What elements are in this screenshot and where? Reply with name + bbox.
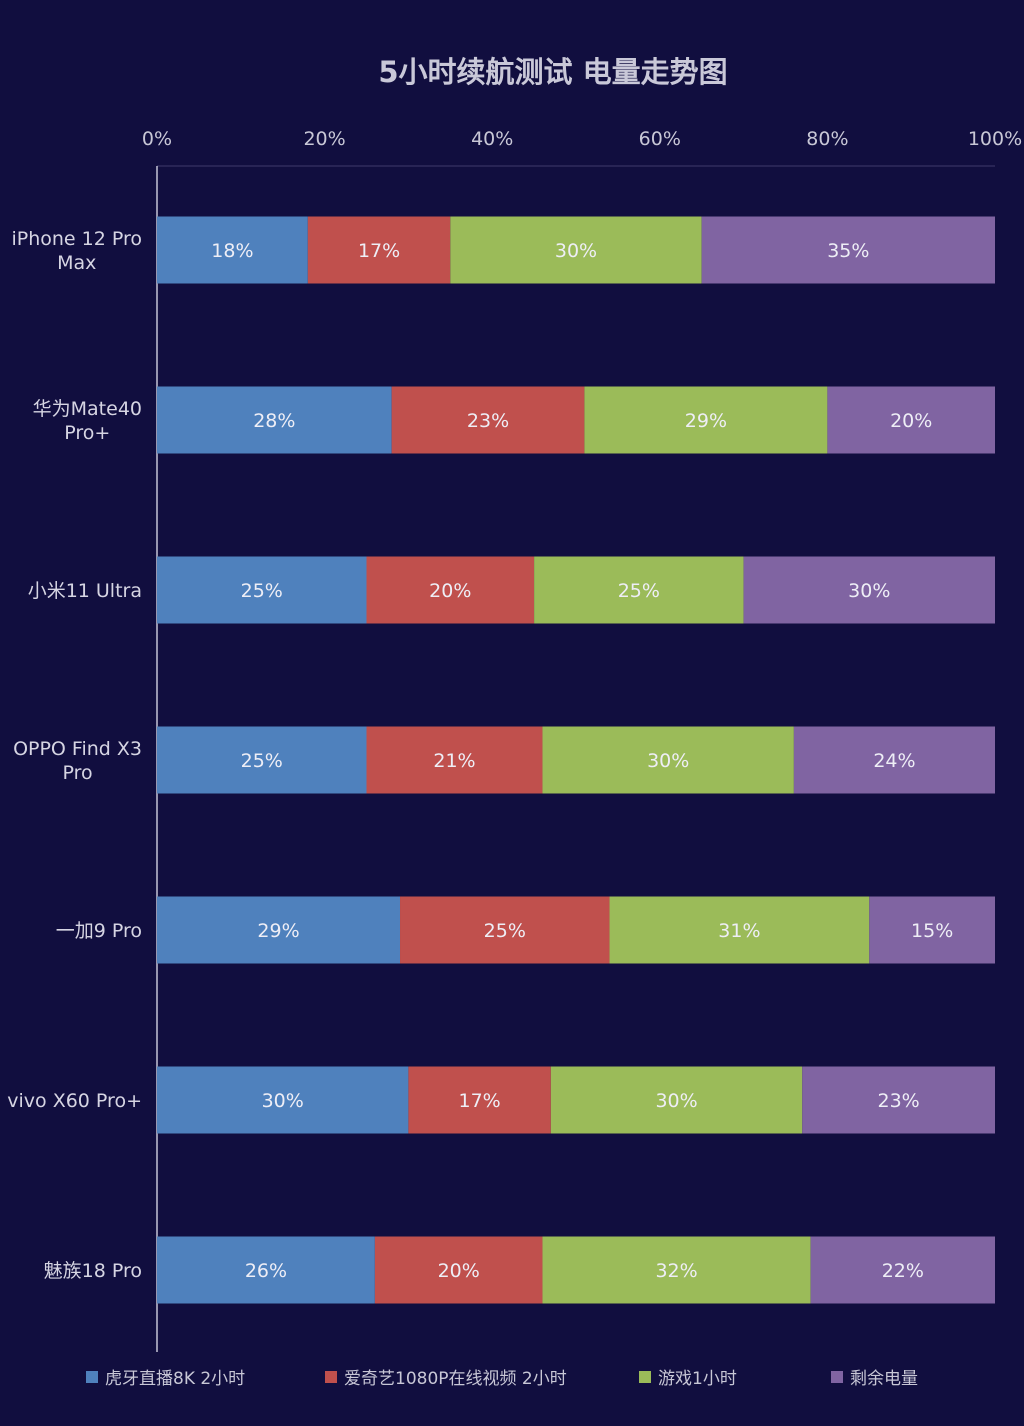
bar-segment <box>810 1236 995 1304</box>
bar-segment <box>391 386 585 454</box>
category-label: 华为Mate40 <box>33 398 142 420</box>
x-tick-label: 80% <box>806 128 848 150</box>
bar-segment <box>701 216 995 284</box>
bar-segment <box>157 1236 375 1304</box>
category-label: 一加9 Pro <box>56 920 142 942</box>
x-tick-label: 100% <box>968 128 1022 150</box>
bar-value-label: 35% <box>827 240 869 262</box>
bar-segment <box>157 386 392 454</box>
category-label: vivo X60 Pro+ <box>7 1090 142 1112</box>
bar-segment <box>534 556 744 624</box>
category-label: 小米11 Ultra <box>28 580 142 602</box>
legend-swatch <box>831 1371 843 1383</box>
bar-value-label: 17% <box>358 240 400 262</box>
category-label: Pro <box>62 762 92 784</box>
bar-value-label: 25% <box>618 580 660 602</box>
legend-label: 虎牙直播8K 2小时 <box>105 1369 245 1389</box>
bar-value-label: 24% <box>873 750 915 772</box>
bar-value-label: 20% <box>890 410 932 432</box>
bar-value-label: 25% <box>241 750 283 772</box>
bar-value-label: 21% <box>433 750 475 772</box>
legend-label: 爱奇艺1080P在线视频 2小时 <box>344 1369 567 1389</box>
bar-segment <box>157 896 401 964</box>
bar-value-label: 30% <box>655 1090 697 1112</box>
x-tick-label: 0% <box>142 128 172 150</box>
bar-value-label: 31% <box>718 920 760 942</box>
category-label: iPhone 12 Pro <box>11 228 142 250</box>
bar-segment <box>374 1236 543 1304</box>
category-label: 魅族18 Pro <box>44 1260 142 1282</box>
bar-value-label: 28% <box>253 410 295 432</box>
legend: 虎牙直播8K 2小时 爱奇艺1080P在线视频 2小时 游戏1小时 剩余电量 <box>86 1369 918 1389</box>
bar-value-label: 29% <box>257 920 299 942</box>
bar-segment <box>802 1066 995 1134</box>
category-label: Pro+ <box>64 422 110 444</box>
legend-label: 剩余电量 <box>850 1369 918 1389</box>
axis-layer: 0% 20% 40% 60% 80% 100% <box>142 128 1022 1352</box>
bar-segment <box>869 896 995 964</box>
bar-segment <box>366 556 535 624</box>
bar-segment <box>550 1066 803 1134</box>
bar-segment <box>157 1066 409 1134</box>
bar-segment <box>542 1236 811 1304</box>
bar-segment <box>793 726 995 794</box>
bar-segment <box>609 896 870 964</box>
bar-value-label: 30% <box>262 1090 304 1112</box>
bar-segment <box>157 216 308 284</box>
bar-value-label: 25% <box>241 580 283 602</box>
bar-segment <box>450 216 702 284</box>
x-tick-label: 40% <box>471 128 513 150</box>
bar-value-label: 30% <box>848 580 890 602</box>
legend-swatch <box>325 1371 337 1383</box>
bar-value-label: 17% <box>459 1090 501 1112</box>
bar-segment <box>584 386 828 454</box>
chart-title: 5小时续航测试 电量走势图 <box>378 55 727 89</box>
bar-value-label: 23% <box>467 410 509 432</box>
bars-layer: 18% 17% 30% 35% 28% 23% 29% 20% 25% 20% 25% 30% 25% 2… <box>157 216 995 1304</box>
category-label: OPPO Find X3 <box>13 738 142 760</box>
bar-segment <box>157 726 367 794</box>
legend-swatch <box>86 1371 98 1383</box>
bar-value-label: 20% <box>429 580 471 602</box>
bar-segment <box>366 726 543 794</box>
bar-value-label: 20% <box>438 1260 480 1282</box>
bar-segment <box>307 216 451 284</box>
bar-value-label: 32% <box>655 1260 697 1282</box>
bar-segment <box>743 556 995 624</box>
x-tick-label: 20% <box>303 128 345 150</box>
legend-swatch <box>639 1371 651 1383</box>
bar-value-label: 15% <box>911 920 953 942</box>
bar-value-label: 26% <box>245 1260 287 1282</box>
bar-value-label: 22% <box>882 1260 924 1282</box>
bar-value-label: 25% <box>484 920 526 942</box>
bar-value-label: 29% <box>685 410 727 432</box>
bar-value-label: 18% <box>211 240 253 262</box>
category-label: Max <box>57 252 96 274</box>
legend-label: 游戏1小时 <box>658 1369 737 1389</box>
bar-segment <box>542 726 794 794</box>
bar-value-label: 30% <box>647 750 689 772</box>
bar-segment <box>157 556 367 624</box>
bar-value-label: 23% <box>878 1090 920 1112</box>
x-tick-label: 60% <box>639 128 681 150</box>
bar-segment <box>400 896 610 964</box>
bar-segment <box>827 386 995 454</box>
bar-value-label: 30% <box>555 240 597 262</box>
bar-segment <box>408 1066 551 1134</box>
